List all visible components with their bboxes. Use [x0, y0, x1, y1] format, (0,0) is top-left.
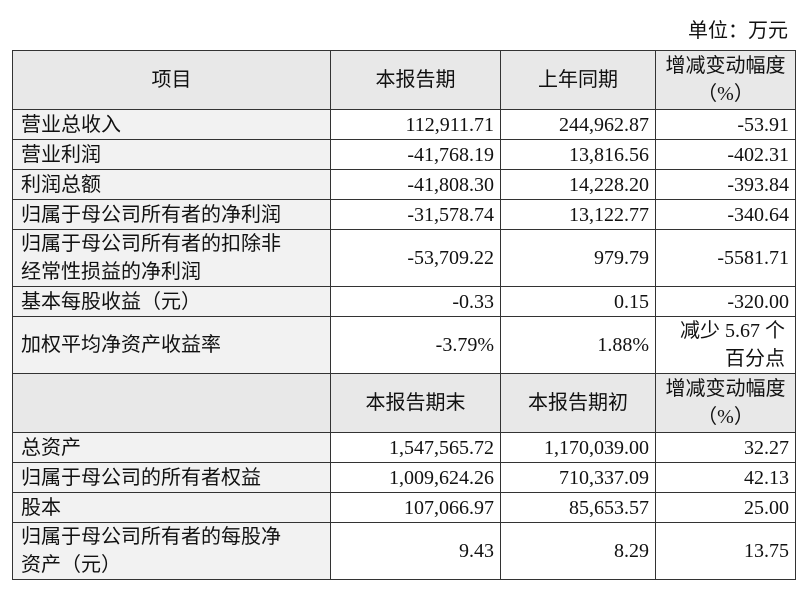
table-cell: 股本	[12, 492, 331, 523]
table-row: 股本 107,066.97 85,653.57 25.00	[12, 492, 796, 523]
table-cell: 42.13	[655, 462, 796, 493]
table-cell: -340.64	[655, 199, 796, 230]
table-cell: 基本每股收益（元）	[12, 286, 331, 317]
table-cell: 归属于母公司所有者的扣除非经常性损益的净利润	[12, 229, 331, 287]
table-cell: 0.15	[500, 286, 656, 317]
table-cell: -41,808.30	[330, 169, 501, 200]
table-cell: 112,911.71	[330, 109, 501, 140]
financial-table: 项目 本报告期 上年同期 增减变动幅度（%） 营业总收入 112,911.71 244,96…	[12, 50, 796, 580]
table-cell: -41,768.19	[330, 139, 501, 170]
table-cell: -5581.71	[655, 229, 796, 287]
table-row: 归属于母公司所有者的每股净资产（元） 9.43 8.29 13.75	[12, 522, 796, 580]
table-cell: 1,170,039.00	[500, 432, 656, 463]
table-row: 本报告期末 本报告期初 增减变动幅度（%）	[12, 373, 796, 433]
table-cell: 上年同期	[500, 50, 656, 110]
table-cell: -320.00	[655, 286, 796, 317]
table-row: 归属于母公司的所有者权益 1,009,624.26 710,337.09 42.13	[12, 462, 796, 493]
table-row: 基本每股收益（元） -0.33 0.15 -320.00	[12, 286, 796, 317]
table-cell: 8.29	[500, 522, 656, 580]
table-cell: 85,653.57	[500, 492, 656, 523]
table-cell: -402.31	[655, 139, 796, 170]
table-cell	[12, 373, 331, 433]
table-cell: -0.33	[330, 286, 501, 317]
table-row: 加权平均净资产收益率 -3.79% 1.88% 减少 5.67 个百分点	[12, 316, 796, 374]
table-cell: 25.00	[655, 492, 796, 523]
table-cell: 项目	[12, 50, 331, 110]
table-cell: 710,337.09	[500, 462, 656, 493]
table-cell: 13,122.77	[500, 199, 656, 230]
table-cell: -53.91	[655, 109, 796, 140]
table-cell: 归属于母公司所有者的净利润	[12, 199, 331, 230]
table-cell: 1,009,624.26	[330, 462, 501, 493]
table-row: 项目 本报告期 上年同期 增减变动幅度（%）	[12, 50, 796, 110]
table-row: 归属于母公司所有者的净利润 -31,578.74 13,122.77 -340.64	[12, 199, 796, 230]
table-cell: 归属于母公司所有者的每股净资产（元）	[12, 522, 331, 580]
table-cell: 本报告期初	[500, 373, 656, 433]
table-cell: -53,709.22	[330, 229, 501, 287]
table-body: 项目 本报告期 上年同期 增减变动幅度（%） 营业总收入 112,911.71 244,96…	[12, 50, 796, 580]
table-cell: -3.79%	[330, 316, 501, 374]
table-cell: 本报告期	[330, 50, 501, 110]
table-cell: 107,066.97	[330, 492, 501, 523]
table-row: 营业总收入 112,911.71 244,962.87 -53.91	[12, 109, 796, 140]
table-cell: 13.75	[655, 522, 796, 580]
table-cell: 1.88%	[500, 316, 656, 374]
table-cell: 加权平均净资产收益率	[12, 316, 331, 374]
table-cell: 13,816.56	[500, 139, 656, 170]
table-cell: -31,578.74	[330, 199, 501, 230]
table-cell: 244,962.87	[500, 109, 656, 140]
table-cell: 利润总额	[12, 169, 331, 200]
table-cell: -393.84	[655, 169, 796, 200]
table-cell: 总资产	[12, 432, 331, 463]
table-cell: 14,228.20	[500, 169, 656, 200]
table-row: 总资产 1,547,565.72 1,170,039.00 32.27	[12, 432, 796, 463]
table-cell: 营业利润	[12, 139, 331, 170]
table-cell: 增减变动幅度（%）	[655, 373, 796, 433]
table-cell: 979.79	[500, 229, 656, 287]
table-cell: 增减变动幅度（%）	[655, 50, 796, 110]
unit-label: 单位：万元	[688, 20, 788, 42]
table-cell: 32.27	[655, 432, 796, 463]
table-cell: 减少 5.67 个百分点	[655, 316, 796, 374]
table-cell: 1,547,565.72	[330, 432, 501, 463]
table-cell: 9.43	[330, 522, 501, 580]
table-row: 归属于母公司所有者的扣除非经常性损益的净利润 -53,709.22 979.79 -5…	[12, 229, 796, 287]
table-row: 利润总额 -41,808.30 14,228.20 -393.84	[12, 169, 796, 200]
table-cell: 本报告期末	[330, 373, 501, 433]
table-cell: 归属于母公司的所有者权益	[12, 462, 331, 493]
table-row: 营业利润 -41,768.19 13,816.56 -402.31	[12, 139, 796, 170]
table-cell: 营业总收入	[12, 109, 331, 140]
